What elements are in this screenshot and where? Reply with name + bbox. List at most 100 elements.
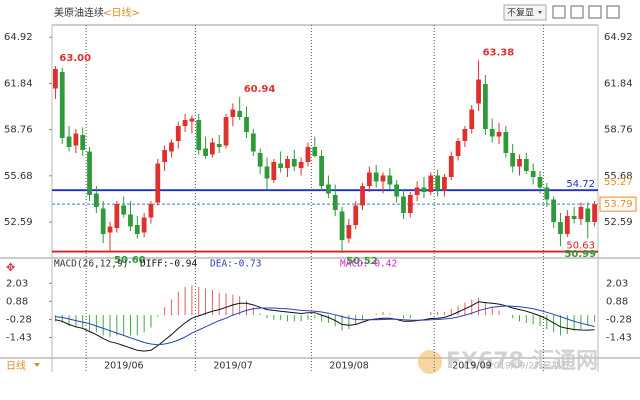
watermark-logo xyxy=(418,350,442,374)
candle-body xyxy=(141,217,147,233)
y-tick-label: 64.92 xyxy=(4,32,33,43)
candle-body xyxy=(244,117,249,132)
candle-body xyxy=(469,109,475,129)
candle-body xyxy=(169,142,174,152)
y-tick-label: 52.59 xyxy=(4,217,33,228)
candle-body xyxy=(455,141,461,156)
candle-body xyxy=(155,163,161,203)
candle-body xyxy=(523,159,529,171)
macd-line xyxy=(55,305,595,346)
candle-body xyxy=(93,193,99,207)
tool-icon[interactable] xyxy=(552,5,566,19)
candle-body xyxy=(298,162,304,168)
extreme-label: 50.52 xyxy=(346,256,378,267)
adjust-dropdown[interactable] xyxy=(503,4,547,21)
extreme-label: 50.99 xyxy=(564,249,596,260)
candle-body xyxy=(366,172,372,186)
candle-body xyxy=(189,118,195,122)
y-tick-label: 61.84 xyxy=(4,78,33,89)
candle-body xyxy=(182,120,188,126)
candle-body xyxy=(59,72,65,138)
candle-body xyxy=(209,142,215,155)
candle-body xyxy=(128,214,133,227)
macd-line xyxy=(55,301,595,352)
legend-entry: DIFF:-0.94 xyxy=(140,259,197,270)
candle-body xyxy=(462,129,468,141)
candle-body xyxy=(489,129,495,137)
candle-body xyxy=(585,208,591,222)
candle-body xyxy=(339,211,345,240)
candle-body xyxy=(387,175,393,185)
candle-body xyxy=(551,199,557,222)
candle-body xyxy=(319,156,324,186)
y-tick-label: 2.03 xyxy=(606,278,628,289)
candle-body xyxy=(87,151,92,195)
x-tick-label: 2019/09 xyxy=(452,361,491,372)
y-tick-label: 64.92 xyxy=(604,32,633,43)
candle-body xyxy=(257,153,263,167)
candle-body xyxy=(230,109,236,117)
candle-body xyxy=(175,126,181,141)
period-label: <日线> xyxy=(103,6,140,19)
candle-body xyxy=(401,196,406,213)
y-tick-label: 0.88 xyxy=(6,296,28,307)
candle-body xyxy=(407,195,413,213)
watermark-name: 汇通网 xyxy=(532,349,598,374)
candle-body xyxy=(428,175,434,192)
candle-body xyxy=(114,204,120,228)
candle-body xyxy=(380,175,386,182)
x-tick-label: 2019/07 xyxy=(213,361,252,372)
extreme-label: 63.00 xyxy=(59,53,91,64)
candle-body xyxy=(216,144,222,147)
candle-body xyxy=(73,133,79,146)
dropdown-arrow xyxy=(34,363,40,367)
y-tick-label: 58.76 xyxy=(604,125,633,136)
adjust-label: 不复显 xyxy=(507,7,534,19)
candle-body xyxy=(558,222,563,234)
candle-body xyxy=(537,177,543,188)
y-tick-label: -0.28 xyxy=(6,314,32,325)
y-tick-label: 52.59 xyxy=(604,217,633,228)
tool-icon[interactable] xyxy=(606,5,620,19)
instrument-title: 美原油连续 xyxy=(54,6,104,19)
candle-body xyxy=(203,148,208,156)
candle-body xyxy=(332,195,338,210)
candle-body xyxy=(196,120,202,150)
price-tag-label: 53.79 xyxy=(604,199,633,210)
candle-body xyxy=(162,150,168,162)
candle-body xyxy=(264,166,270,179)
candle-body xyxy=(482,84,488,129)
price-tag xyxy=(599,196,637,212)
candle-body xyxy=(476,79,481,104)
candle-body xyxy=(291,159,297,167)
candle-body xyxy=(305,147,311,162)
candle-body xyxy=(312,147,318,156)
y-tick-label: 55.68 xyxy=(604,171,633,182)
footer-period[interactable]: 日线 xyxy=(6,359,26,372)
reference-label: 54.72 xyxy=(566,179,595,190)
candle-body xyxy=(285,159,290,168)
candle-body xyxy=(271,162,277,180)
y-tick-label: 58.76 xyxy=(4,125,33,136)
candle-body xyxy=(250,133,256,152)
indicator-title: MACD(26,12,9) xyxy=(54,259,128,270)
candle-body xyxy=(564,216,570,234)
candle-body xyxy=(496,132,502,137)
candle-body xyxy=(517,159,522,167)
x-tick-label: 2019/06 xyxy=(104,361,143,372)
y-tick-label: -1.43 xyxy=(6,332,32,343)
candle-body xyxy=(121,205,127,215)
y-tick-label: 61.84 xyxy=(604,78,633,89)
reference-label: 50.63 xyxy=(566,241,595,252)
extreme-label: 60.94 xyxy=(244,84,276,95)
tool-icon[interactable] xyxy=(588,5,602,19)
candle-body xyxy=(278,163,284,168)
settings-icon[interactable]: ✥ xyxy=(6,261,15,274)
tool-icon[interactable] xyxy=(570,5,584,19)
candle-body xyxy=(435,175,441,191)
legend-entry: MACD:-0.42 xyxy=(340,259,397,270)
watermark-brand: FX678 xyxy=(446,349,524,374)
y-tick-label: 0.88 xyxy=(606,296,628,307)
